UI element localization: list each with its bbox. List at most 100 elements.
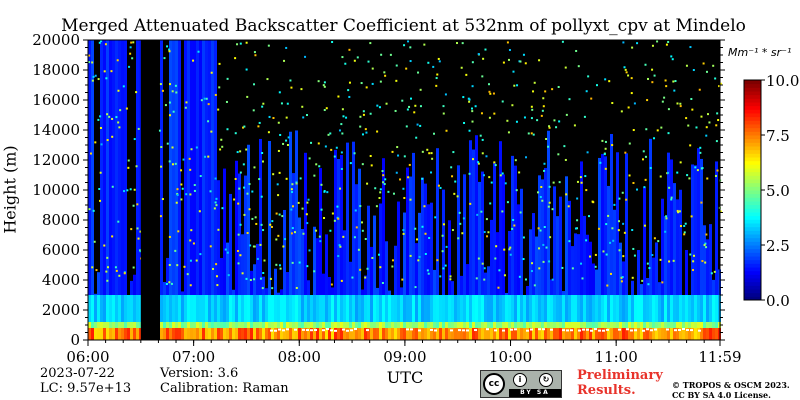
heatmap-cell <box>208 322 211 328</box>
heatmap-cell <box>286 328 289 340</box>
noise-speckle <box>323 190 326 193</box>
noise-speckle <box>676 171 679 174</box>
colorbar-segment <box>744 102 761 107</box>
heatmap-cell <box>493 322 496 328</box>
heatmap-cell <box>115 328 118 340</box>
heatmap-cell <box>316 295 319 322</box>
heatmap-cell <box>619 242 622 295</box>
heatmap-cell <box>118 328 121 340</box>
noise-speckle <box>403 196 406 199</box>
heatmap-cell <box>304 322 307 328</box>
heatmap-cell <box>280 295 283 322</box>
noise-speckle <box>508 49 511 52</box>
noise-speckle <box>348 48 351 51</box>
noise-speckle <box>481 152 484 155</box>
noise-speckle <box>698 88 701 91</box>
cloud-mark <box>314 329 317 332</box>
heatmap-cell <box>502 174 505 295</box>
heatmap-cell <box>199 328 202 340</box>
noise-speckle <box>495 245 498 248</box>
cloud-mark <box>354 328 357 331</box>
measurement-date: 2023-07-22 <box>40 366 115 381</box>
noise-speckle <box>135 165 138 168</box>
heatmap-cell <box>91 322 94 328</box>
noise-speckle <box>333 219 336 222</box>
heatmap-cell <box>262 322 265 328</box>
heatmap-cell <box>166 322 169 328</box>
noise-speckle <box>428 152 431 155</box>
noise-speckle <box>549 236 552 239</box>
heatmap-cell <box>163 322 166 328</box>
y-tick-label: 4000 <box>42 271 80 289</box>
noise-speckle <box>536 119 539 122</box>
noise-speckle <box>488 90 491 93</box>
noise-speckle <box>323 81 326 84</box>
noise-speckle <box>383 183 386 186</box>
noise-speckle <box>442 112 445 115</box>
heatmap-cell <box>715 322 718 328</box>
cloud-mark <box>538 328 541 331</box>
noise-speckle <box>661 281 664 284</box>
heatmap-cell <box>160 322 163 328</box>
noise-speckle <box>424 252 427 255</box>
noise-speckle <box>548 201 551 204</box>
noise-speckle <box>563 145 566 148</box>
copyright-notice: © TROPOS & OSCM 2023. CC BY SA 4.0 Licen… <box>672 380 790 400</box>
noise-speckle <box>123 190 126 193</box>
heatmap-cell <box>475 328 478 340</box>
x-tick-label: 06:00 <box>66 348 109 366</box>
noise-speckle <box>371 256 374 259</box>
heatmap-cell <box>559 295 562 322</box>
heatmap-cell <box>205 322 208 328</box>
noise-speckle <box>88 208 91 211</box>
heatmap-cell <box>217 180 220 295</box>
noise-speckle <box>100 40 103 43</box>
cloud-mark <box>646 328 649 331</box>
noise-speckle <box>169 83 172 86</box>
heatmap-cell <box>481 322 484 328</box>
noise-speckle <box>256 257 259 260</box>
heatmap-cell <box>361 289 364 295</box>
heatmap-cell <box>352 141 355 295</box>
noise-speckle <box>533 81 536 84</box>
heatmap-cell <box>628 328 631 340</box>
heatmap-cell <box>499 322 502 328</box>
noise-speckle <box>395 64 398 67</box>
cloud-mark <box>650 329 653 332</box>
heatmap-cell <box>181 328 184 340</box>
noise-speckle <box>683 233 686 236</box>
heatmap-cell <box>514 165 517 295</box>
noise-speckle <box>374 187 377 190</box>
noise-speckle <box>564 158 567 161</box>
colorbar-segment <box>744 234 761 239</box>
noise-speckle <box>212 267 215 270</box>
colorbar-segment <box>744 289 761 294</box>
noise-speckle <box>576 197 579 200</box>
heatmap-cell <box>589 328 592 340</box>
heatmap-cell <box>106 295 109 322</box>
heatmap-cell <box>181 291 184 295</box>
noise-speckle <box>353 59 356 62</box>
noise-speckle <box>691 108 694 111</box>
noise-speckle <box>410 97 413 100</box>
colorbar-segment <box>744 281 761 286</box>
cloud-mark <box>302 328 305 331</box>
noise-speckle <box>192 242 195 245</box>
noise-speckle <box>383 71 386 74</box>
heatmap-cell <box>376 295 379 322</box>
heatmap-cell <box>445 295 448 322</box>
heatmap-cell <box>715 328 718 340</box>
preliminary-line-1: Preliminary <box>577 368 663 383</box>
heatmap-cell <box>229 322 232 328</box>
noise-speckle <box>531 108 534 111</box>
heatmap-cell <box>535 328 538 340</box>
noise-speckle <box>362 110 365 113</box>
noise-speckle <box>436 73 439 76</box>
heatmap-cell <box>217 328 220 340</box>
heatmap-cell <box>451 295 454 322</box>
noise-speckle <box>384 178 387 181</box>
colorbar-segment <box>744 278 761 283</box>
noise-speckle <box>285 139 288 142</box>
heatmap-cell <box>703 322 706 328</box>
heatmap-cell <box>316 322 319 328</box>
